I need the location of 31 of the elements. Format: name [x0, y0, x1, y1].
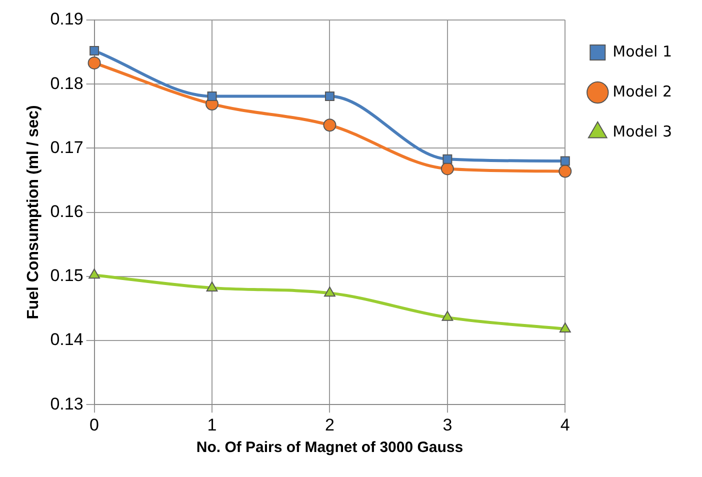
- point: [207, 92, 217, 102]
- point: [442, 310, 454, 321]
- x-tick-label: 0: [90, 415, 100, 434]
- y-tick-label: 0.18: [50, 74, 84, 93]
- point: [560, 156, 570, 166]
- y-tick-label: 0.17: [50, 138, 84, 157]
- x-tick-label: 4: [560, 415, 570, 434]
- y-tick-label: 0.19: [50, 10, 84, 29]
- y-tick-label: 0.16: [50, 202, 84, 221]
- point: [324, 92, 334, 102]
- point: [440, 162, 454, 176]
- point: [558, 164, 572, 178]
- x-tick-label: 1: [207, 415, 217, 434]
- point: [442, 154, 452, 164]
- x-tick-label: 3: [442, 415, 452, 434]
- legend-label: Model 3: [612, 122, 672, 140]
- y-tick-label: 0.13: [50, 394, 84, 414]
- y-tick-label: 0.15: [50, 266, 84, 286]
- point: [324, 286, 336, 297]
- point: [88, 56, 101, 70]
- y-axis-title: Fuel Consumption (ml / sec): [25, 105, 42, 320]
- point: [323, 118, 336, 132]
- y-tick-label: 0.14: [50, 330, 84, 350]
- x-axis-title: No. Of Pairs of Magnet of 3000 Gauss: [196, 439, 464, 456]
- legend-label: Model 1: [612, 42, 672, 60]
- x-tick-label: 2: [324, 415, 334, 434]
- legend-label: Model 2: [612, 82, 672, 100]
- point: [88, 268, 100, 279]
- point: [559, 322, 571, 332]
- point: [90, 46, 100, 56]
- point: [206, 281, 218, 292]
